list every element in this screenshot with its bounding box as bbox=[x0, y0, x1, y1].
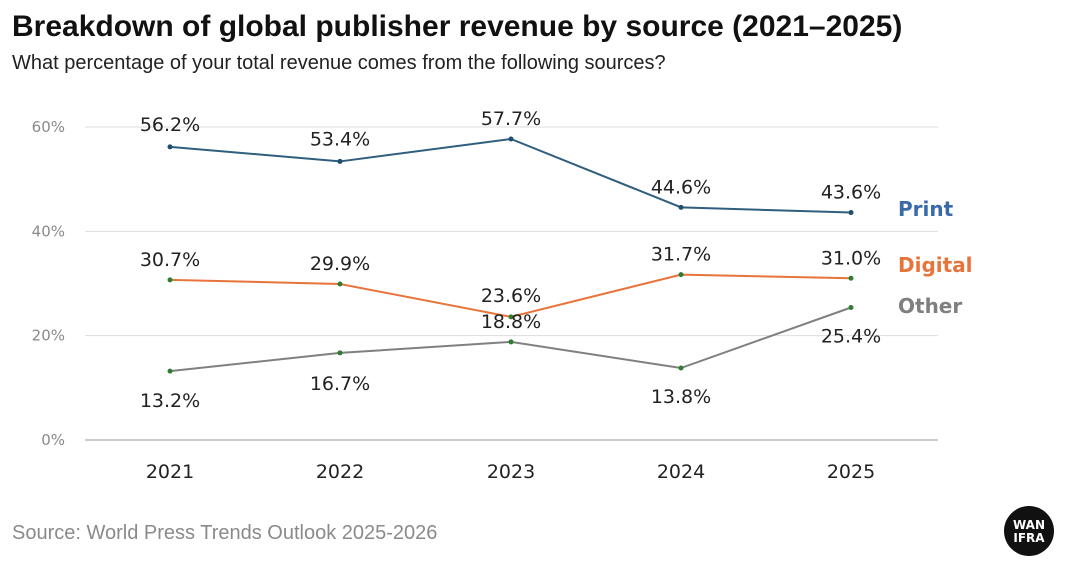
logo-text-top: WAN bbox=[1013, 518, 1045, 532]
data-label: 57.7% bbox=[481, 108, 541, 130]
data-label: 43.6% bbox=[821, 182, 881, 204]
x-tick-label: 2023 bbox=[487, 461, 535, 483]
data-label: 31.0% bbox=[821, 247, 881, 269]
data-point bbox=[167, 144, 173, 150]
data-label: 25.4% bbox=[821, 325, 881, 347]
data-point bbox=[678, 365, 684, 371]
x-tick-label: 2022 bbox=[316, 461, 364, 483]
data-label: 53.4% bbox=[310, 128, 370, 150]
y-tick-label: 20% bbox=[32, 327, 65, 345]
data-label: 13.8% bbox=[651, 386, 711, 408]
data-point bbox=[167, 277, 173, 283]
chart-subtitle: What percentage of your total revenue co… bbox=[12, 52, 666, 74]
x-tick-label: 2021 bbox=[146, 461, 194, 483]
y-tick-label: 40% bbox=[32, 222, 65, 240]
data-point bbox=[337, 350, 343, 356]
data-point bbox=[678, 204, 684, 210]
series-label-print: Print bbox=[898, 197, 954, 221]
data-label: 31.7% bbox=[651, 244, 711, 266]
data-label: 56.2% bbox=[140, 114, 200, 136]
data-point bbox=[508, 339, 514, 345]
data-label: 16.7% bbox=[310, 373, 370, 395]
data-point bbox=[848, 275, 854, 281]
data-point bbox=[337, 281, 343, 287]
data-label: 13.2% bbox=[140, 390, 200, 412]
series-line-print bbox=[169, 137, 852, 214]
source-note: Source: World Press Trends Outlook 2025-… bbox=[12, 522, 438, 544]
data-label: 44.6% bbox=[651, 176, 711, 198]
chart-title: Breakdown of global publisher revenue by… bbox=[12, 10, 903, 43]
y-tick-label: 60% bbox=[32, 118, 65, 136]
data-label: 23.6% bbox=[481, 285, 541, 307]
logo-text-bottom: IFRA bbox=[1013, 531, 1045, 545]
data-point bbox=[848, 304, 854, 310]
series-label-digital: Digital bbox=[898, 253, 973, 277]
data-point bbox=[848, 210, 854, 216]
data-point bbox=[508, 136, 514, 142]
data-point bbox=[167, 368, 173, 374]
x-tick-label: 2025 bbox=[827, 461, 875, 483]
data-label: 29.9% bbox=[310, 253, 370, 275]
y-tick-label: 0% bbox=[41, 431, 65, 449]
data-label: 30.7% bbox=[140, 249, 200, 271]
x-tick-label: 2024 bbox=[657, 461, 705, 483]
data-point bbox=[678, 272, 684, 278]
series-label-other: Other bbox=[898, 294, 962, 318]
data-point bbox=[337, 158, 343, 164]
data-label: 18.8% bbox=[481, 311, 541, 333]
wan-ifra-logo: WAN IFRA bbox=[1004, 506, 1054, 556]
data-point bbox=[508, 314, 514, 320]
